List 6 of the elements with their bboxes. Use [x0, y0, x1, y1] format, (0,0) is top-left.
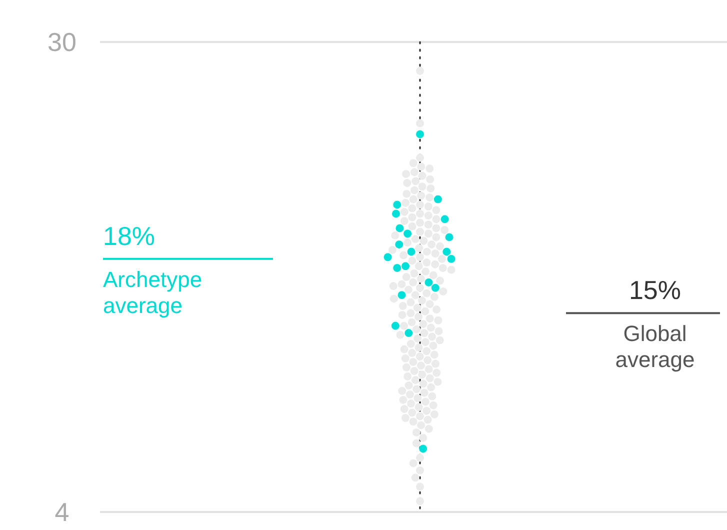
- ref-line-label: Archetype average: [103, 266, 202, 318]
- y-tick-label: 4: [54, 497, 70, 527]
- ref-line-label: Global average: [615, 321, 695, 372]
- y-tick-label: 30: [48, 27, 76, 57]
- annotation: 15%: [628, 275, 682, 306]
- annotation: 18%: [103, 220, 156, 251]
